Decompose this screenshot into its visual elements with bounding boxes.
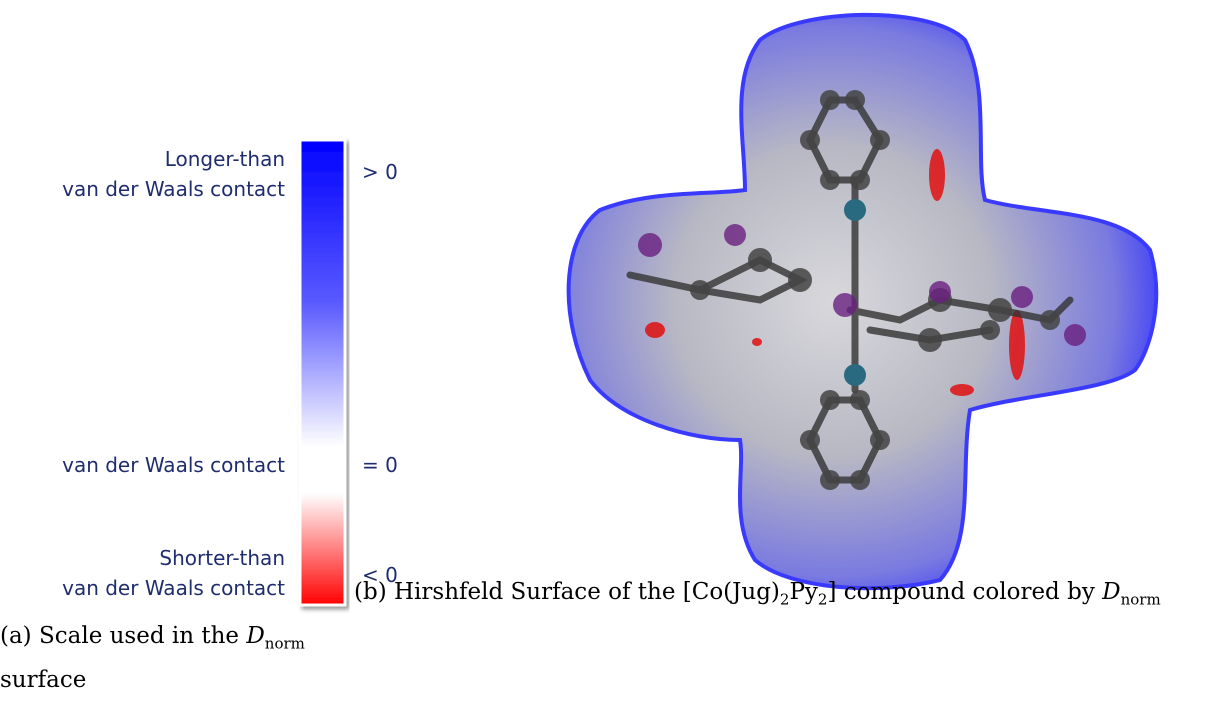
scale-middle-sign: = 0 bbox=[362, 453, 398, 477]
caption-text: Py bbox=[789, 579, 818, 605]
caption-text: Hirshfeld Surface of the [Co(Jug) bbox=[393, 579, 780, 605]
hirshfeld-surface bbox=[566, 12, 1159, 591]
scale-top-sign: > 0 bbox=[362, 160, 398, 184]
caption-subscript: norm bbox=[1120, 590, 1161, 609]
caption-b: (b) Hirshfeld Surface of the [Co(Jug)2Py… bbox=[354, 570, 1227, 614]
caption-symbol: D bbox=[1102, 579, 1121, 605]
cobalt-neighbor bbox=[844, 199, 866, 221]
caption-symbol: D bbox=[246, 623, 265, 649]
caption-text: Scale used in the bbox=[38, 623, 240, 649]
caption-text: surface bbox=[0, 667, 87, 693]
cobalt-neighbor bbox=[844, 364, 866, 386]
caption-label: (b) bbox=[354, 579, 387, 605]
label-line: Longer-than bbox=[164, 147, 285, 171]
oxygen-atoms bbox=[638, 224, 1086, 346]
caption-label: (a) bbox=[0, 623, 32, 649]
scale-bottom-label: Shorter-than van der Waals contact bbox=[0, 543, 285, 603]
color-scale bbox=[298, 138, 347, 607]
contact-spots bbox=[645, 149, 1025, 396]
scale-middle-label: van der Waals contact bbox=[62, 453, 285, 477]
page: Longer-than van der Waals contact > 0 va… bbox=[0, 12, 1227, 693]
label-line: Shorter-than bbox=[159, 546, 285, 570]
scale-top-label: Longer-than van der Waals contact bbox=[0, 144, 285, 204]
figure bbox=[298, 12, 1159, 607]
caption-a: (a) Scale used in the Dnorm surface bbox=[0, 614, 340, 702]
label-line: van der Waals contact bbox=[62, 177, 285, 201]
caption-subscript: 2 bbox=[779, 590, 790, 609]
caption-subscript: 2 bbox=[817, 590, 828, 609]
caption-subscript: norm bbox=[264, 634, 305, 653]
scale-bottom-sign: < 0 bbox=[362, 563, 398, 587]
caption-text: ] compound colored by bbox=[827, 579, 1095, 605]
label-line: van der Waals contact bbox=[62, 576, 285, 600]
